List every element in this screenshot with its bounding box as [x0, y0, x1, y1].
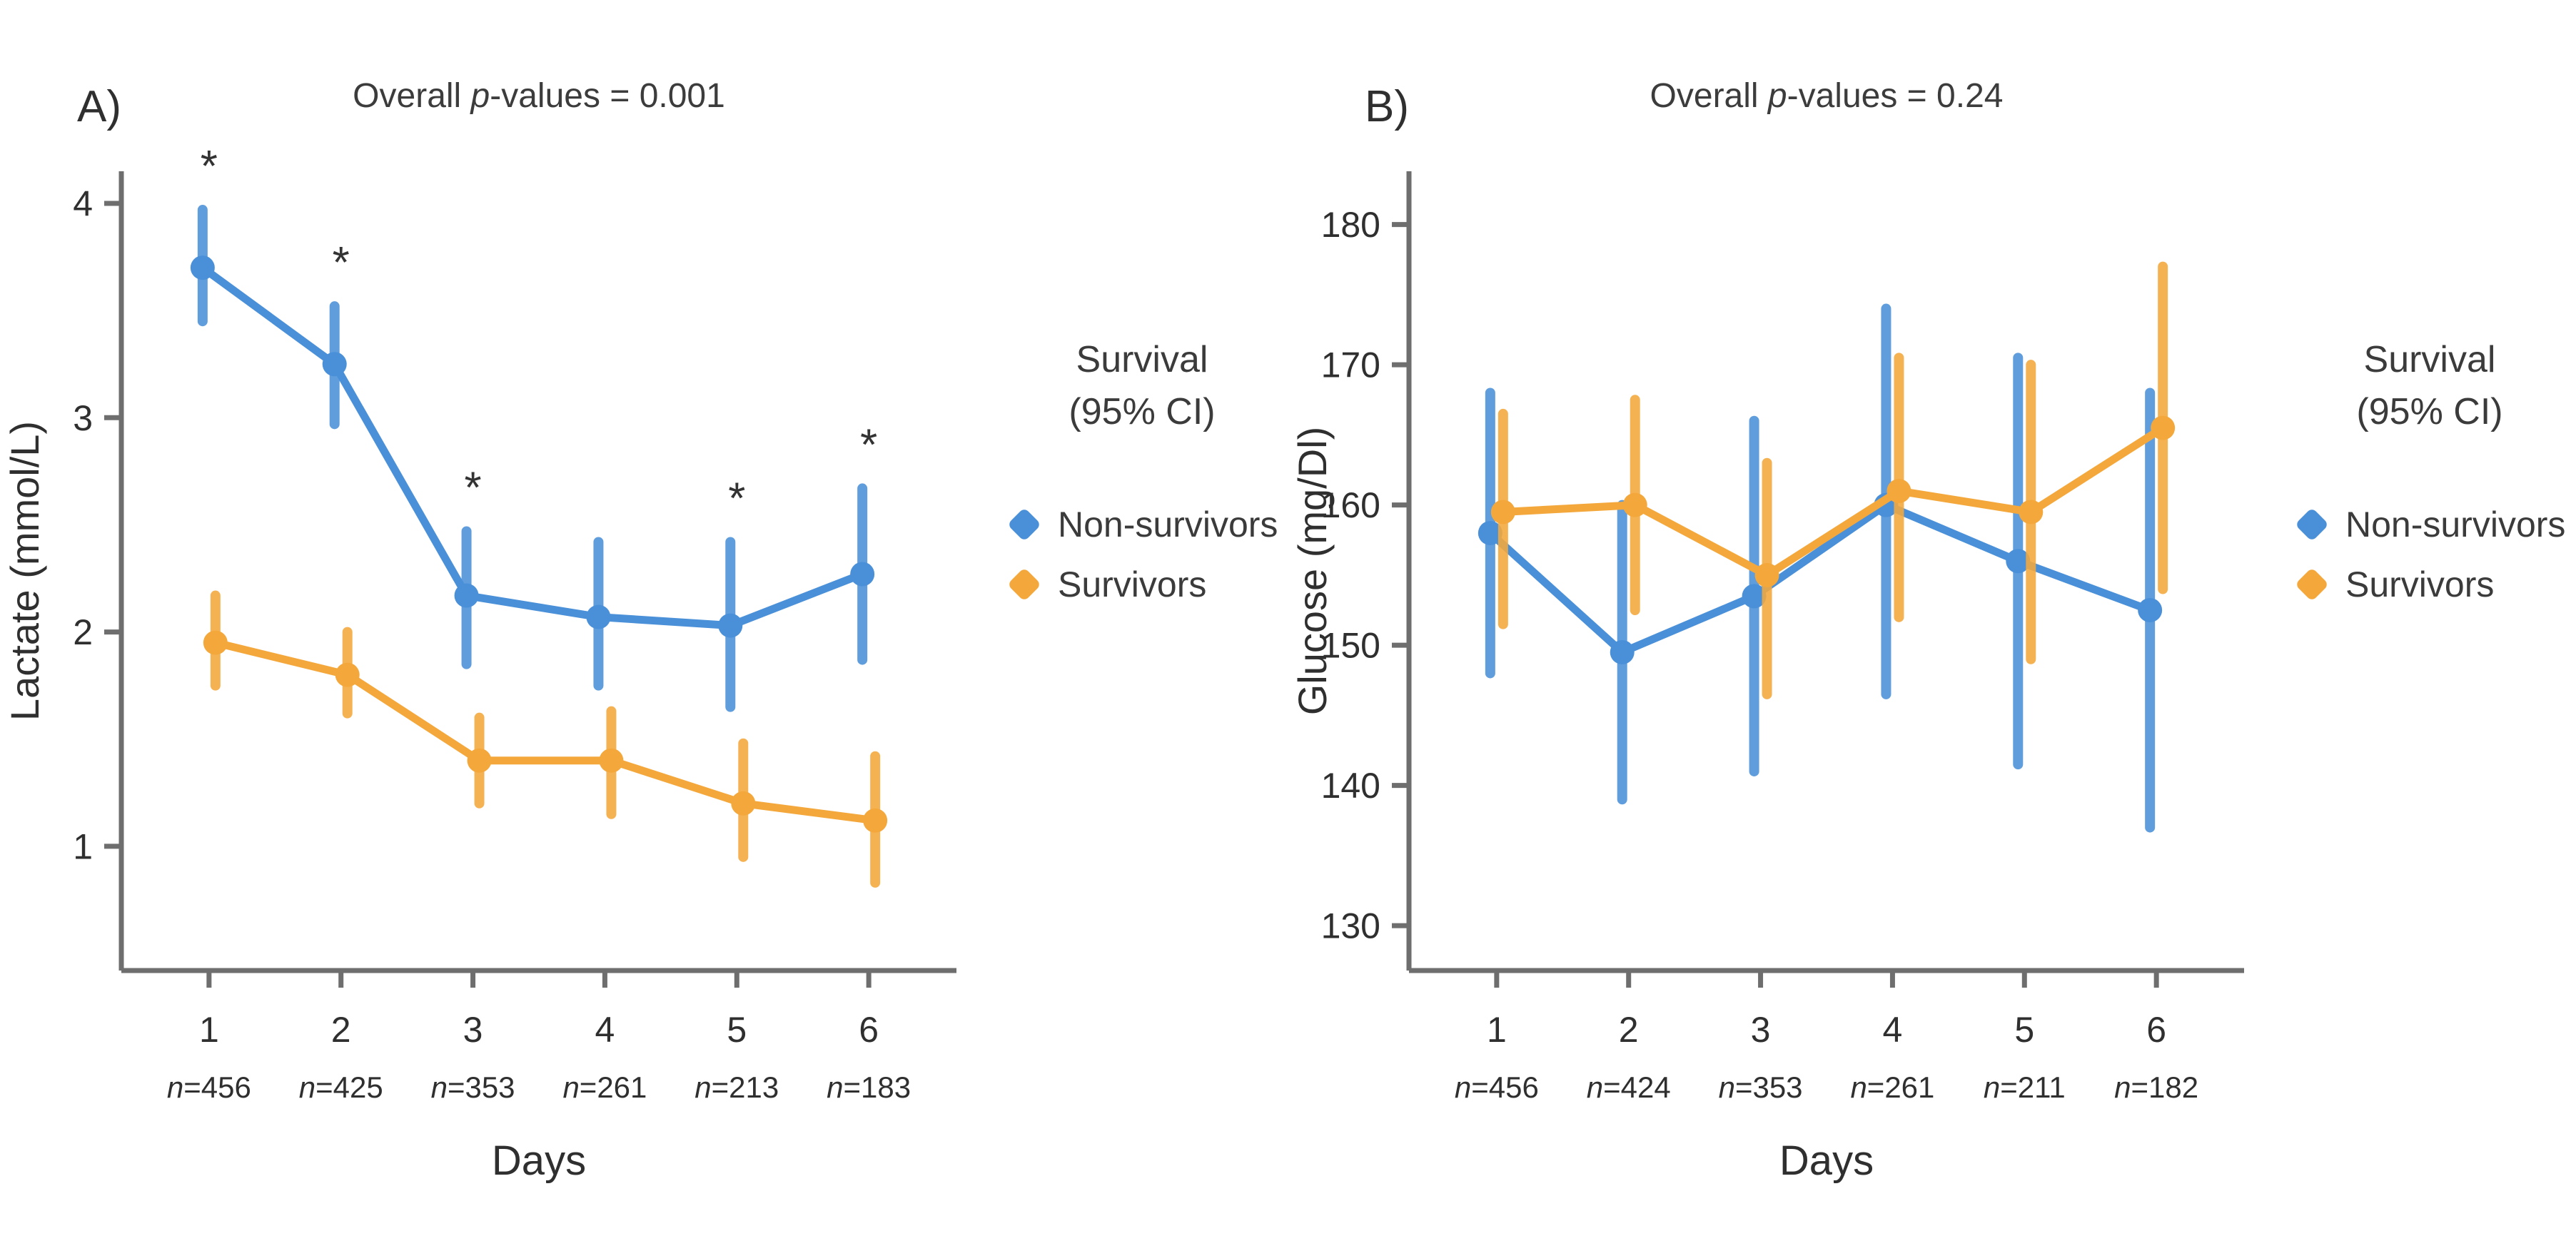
legend-item-non-survivors: Non-survivors	[1004, 504, 1278, 545]
svg-text:n=456: n=456	[1455, 1070, 1539, 1104]
svg-text:n=261: n=261	[562, 1070, 647, 1104]
panel-b: B) Overall p-values = 0.24 130 140 150 160 170…	[1288, 0, 2575, 1241]
svg-text:n=182: n=182	[2114, 1070, 2198, 1104]
svg-text:Lactate (mmol/L): Lactate (mmol/L)	[2, 421, 47, 721]
svg-text:A): A)	[77, 82, 121, 131]
legend-title-line1: Survival	[2363, 339, 2496, 380]
legend-title-line1: Survival	[1076, 339, 1208, 380]
svg-text:4: 4	[1883, 1010, 1903, 1050]
legend-items: Non-survivors Survivors	[2287, 504, 2565, 624]
non-survivors-diamond-icon	[1006, 507, 1042, 542]
svg-text:n=424: n=424	[1587, 1070, 1671, 1104]
svg-text:1: 1	[199, 1010, 219, 1050]
legend-item-label: Survivors	[1058, 564, 1207, 604]
svg-text:*: *	[201, 142, 218, 191]
legend-title: Survival (95% CI)	[2287, 334, 2572, 438]
svg-text:n=213: n=213	[694, 1070, 779, 1104]
glucose-chart: B) Overall p-values = 0.24 130 140 150 160 170…	[1290, 77, 2244, 1184]
svg-text:*: *	[860, 420, 877, 470]
svg-text:Days: Days	[1779, 1138, 1874, 1184]
legend-title-line2: (95% CI)	[1069, 390, 1216, 432]
panel-a-legend: Survival (95% CI) Non-survivors Survivor…	[999, 0, 1285, 1241]
svg-text:n=353: n=353	[1719, 1070, 1803, 1104]
svg-text:3: 3	[1751, 1010, 1771, 1050]
svg-text:*: *	[728, 474, 745, 523]
legend-item-non-survivors: Non-survivors	[2291, 504, 2565, 545]
legend-item-survivors: Survivors	[2291, 564, 2565, 605]
svg-text:B): B)	[1365, 82, 1409, 131]
svg-text:2: 2	[73, 612, 93, 652]
svg-text:170: 170	[1321, 345, 1380, 385]
svg-text:n=456: n=456	[167, 1070, 251, 1104]
svg-text:5: 5	[727, 1010, 747, 1050]
non-survivors-diamond-icon	[2294, 507, 2330, 542]
svg-text:3: 3	[463, 1010, 483, 1050]
legend-item-survivors: Survivors	[1004, 564, 1278, 605]
svg-text:4: 4	[595, 1010, 615, 1050]
svg-text:Overall p-values = 0.001: Overall p-values = 0.001	[353, 77, 725, 115]
svg-text:160: 160	[1321, 485, 1380, 525]
svg-text:6: 6	[859, 1010, 879, 1050]
legend-title: Survival (95% CI)	[999, 334, 1285, 438]
survivors-diamond-icon	[1006, 567, 1042, 602]
panel-b-legend: Survival (95% CI) Non-survivors Survivor…	[2287, 0, 2572, 1241]
svg-text:n=261: n=261	[1850, 1070, 1934, 1104]
legend-item-label: Survivors	[2345, 564, 2495, 604]
svg-text:140: 140	[1321, 766, 1380, 806]
svg-text:n=425: n=425	[299, 1070, 383, 1104]
survivors-diamond-icon	[2294, 567, 2330, 602]
svg-text:Days: Days	[492, 1138, 586, 1184]
svg-text:*: *	[464, 463, 481, 512]
svg-text:2: 2	[331, 1010, 351, 1050]
svg-text:Overall p-values = 0.24: Overall p-values = 0.24	[1650, 77, 2004, 115]
lactate-chart: A) Overall p-values = 0.001 1 2 3 4 Lactate (m…	[2, 77, 956, 1184]
svg-text:n=183: n=183	[827, 1070, 911, 1104]
legend-item-label: Non-survivors	[2345, 504, 2566, 544]
svg-text:3: 3	[73, 398, 93, 438]
legend-item-label: Non-survivors	[1058, 504, 1278, 544]
svg-text:1: 1	[1487, 1010, 1507, 1050]
svg-text:*: *	[333, 238, 350, 288]
svg-text:180: 180	[1321, 205, 1380, 245]
legend-title-line2: (95% CI)	[2356, 390, 2503, 432]
legend-items: Non-survivors Survivors	[999, 504, 1278, 624]
svg-text:Glucose (mg/Dl): Glucose (mg/Dl)	[1290, 427, 1335, 716]
svg-text:6: 6	[2146, 1010, 2166, 1050]
panel-a: A) Overall p-values = 0.001 1 2 3 4 Lactate (m…	[2, 0, 1285, 1241]
svg-text:2: 2	[1619, 1010, 1639, 1050]
svg-text:4: 4	[73, 184, 93, 224]
svg-text:n=353: n=353	[431, 1070, 515, 1104]
svg-text:1: 1	[73, 826, 93, 866]
svg-text:150: 150	[1321, 626, 1380, 666]
svg-text:130: 130	[1321, 906, 1380, 946]
svg-text:5: 5	[2014, 1010, 2034, 1050]
svg-text:n=211: n=211	[1984, 1070, 2066, 1104]
